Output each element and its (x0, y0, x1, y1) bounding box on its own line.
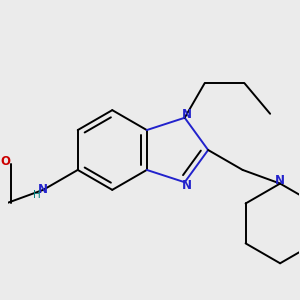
Text: N: N (182, 178, 191, 191)
Text: N: N (182, 109, 191, 122)
Text: H: H (33, 190, 41, 200)
Text: O: O (0, 155, 10, 168)
Text: N: N (38, 183, 47, 196)
Text: N: N (275, 174, 285, 187)
